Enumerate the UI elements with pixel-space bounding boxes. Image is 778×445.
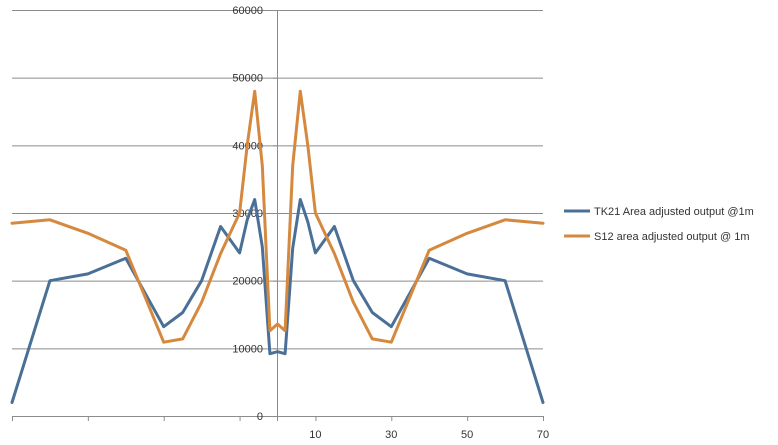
y-tick-label: 60000 <box>232 5 263 17</box>
axes <box>12 10 544 421</box>
legend-label-2: S12 area adjusted output @ 1m <box>594 231 750 243</box>
x-tick-label: 30 <box>385 429 397 441</box>
y-tick-label: 20000 <box>232 276 263 288</box>
series-line-1 <box>10 198 545 404</box>
y-tick-label: 50000 <box>232 73 263 85</box>
y-tick-label: 10000 <box>232 343 263 355</box>
x-tick-labels: 10 30 50 70 <box>309 429 549 441</box>
series-lines <box>10 89 545 404</box>
x-tick-label: 50 <box>461 429 473 441</box>
x-tick-label: 10 <box>309 429 321 441</box>
series-line-2 <box>10 89 545 344</box>
legend: TK21 Area adjusted output @1m S12 area ad… <box>564 206 754 243</box>
y-tick-label: 0 <box>257 411 263 423</box>
legend-label-1: TK21 Area adjusted output @1m <box>594 206 754 218</box>
x-tick-label: 70 <box>537 429 549 441</box>
